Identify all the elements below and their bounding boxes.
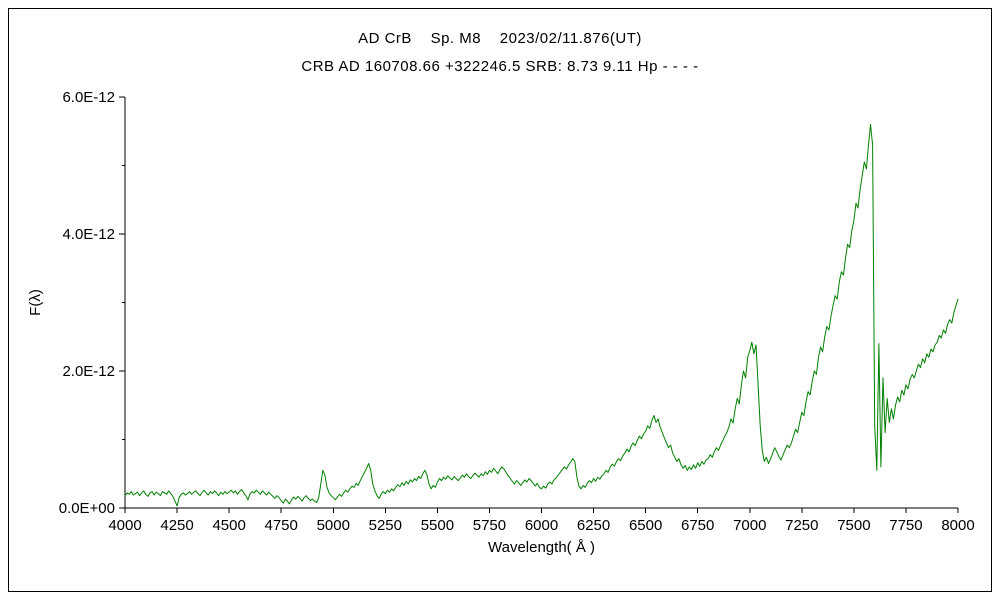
x-tick-label: 4000 xyxy=(108,517,141,534)
x-tick-label: 6250 xyxy=(577,517,610,534)
x-tick-label: 7500 xyxy=(837,517,870,534)
y-axis-label: F(λ) xyxy=(27,289,44,316)
x-tick-label: 5500 xyxy=(421,517,454,534)
axis-labels: Wavelength( Å ) F(λ) xyxy=(27,289,595,556)
x-tick-label: 7000 xyxy=(733,517,766,534)
x-tick-label: 8000 xyxy=(941,517,974,534)
x-tick-label: 6000 xyxy=(525,517,558,534)
axis-ticks xyxy=(119,96,959,513)
chart-subtitle: CRB AD 160708.66 +322246.5 SRB: 8.73 9.1… xyxy=(301,58,699,75)
chart-title: AD CrB Sp. M8 2023/02/11.876(UT) xyxy=(358,30,642,47)
x-tick-label: 4750 xyxy=(265,517,298,534)
x-tick-label: 5250 xyxy=(369,517,402,534)
x-tick-label: 7750 xyxy=(889,517,922,534)
x-axis-label: Wavelength( Å ) xyxy=(488,539,595,556)
y-tick-label: 2.0E-12 xyxy=(62,363,115,380)
y-tick-label: 0.0E+00 xyxy=(59,500,115,517)
x-tick-label: 5000 xyxy=(317,517,350,534)
x-tick-label: 5750 xyxy=(473,517,506,534)
y-tick-label: 6.0E-12 xyxy=(62,89,115,106)
x-tick-label: 4250 xyxy=(160,517,193,534)
x-tick-label: 6750 xyxy=(681,517,714,534)
spectrum-line xyxy=(124,123,959,507)
x-tick-label: 7250 xyxy=(785,517,818,534)
y-tick-label: 4.0E-12 xyxy=(62,226,115,243)
x-tick-label: 6500 xyxy=(629,517,662,534)
spectrum-polyline xyxy=(124,123,959,507)
x-tick-label: 4500 xyxy=(212,517,245,534)
axis-tick-labels: 4000 4250 4500 4750 5000 5250 5500 5750 6000 6250… xyxy=(59,89,975,534)
axes xyxy=(124,97,958,509)
